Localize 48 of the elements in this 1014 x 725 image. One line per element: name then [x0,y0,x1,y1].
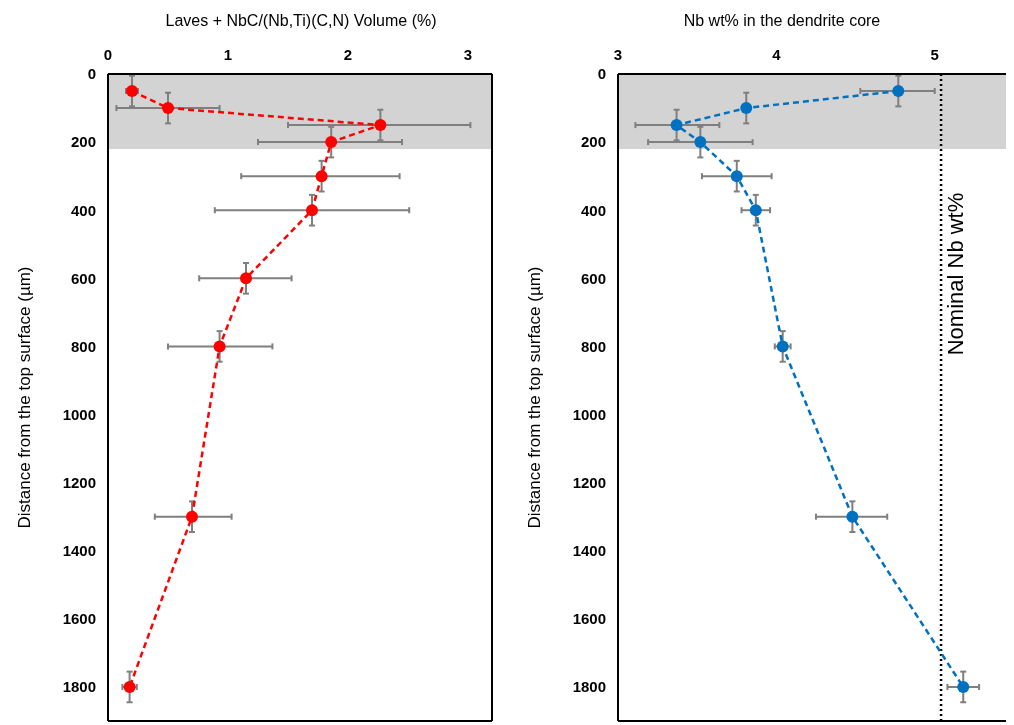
point [374,119,387,132]
point [240,272,252,285]
point [186,510,198,523]
ref-line-label: Nominal Nb wt% [943,192,969,356]
point [325,136,338,149]
x-axis-title: Laves + NbC/(Nb,Ti)(C,N) Volume (%) [164,12,438,30]
y-tick-label: 1400 [572,542,606,560]
point [846,510,859,523]
y-tick-label: 1200 [572,473,606,491]
point [892,85,905,98]
y-tick-label: 1800 [572,678,606,696]
y-tick-label: 600 [70,269,96,287]
x-axis-title: Nb wt% in the dendrite core [682,12,882,30]
point [162,102,174,115]
y-tick-label: 0 [597,65,606,83]
y-tick-label: 400 [580,201,606,219]
y-tick-label: 200 [70,133,96,151]
y-tick-label: 800 [580,337,606,355]
x-tick-label: 1 [223,46,233,63]
point [213,340,226,353]
y-tick-label: 1400 [62,542,96,560]
y-tick-label: 1200 [62,473,96,491]
y-tick-label: 200 [580,133,606,151]
y-tick-label: 1600 [572,610,606,628]
y-tick-label: 1800 [62,678,96,696]
y-axis-title: Distance from the top surface (µm) [525,266,545,529]
y-tick-label: 1000 [572,405,606,423]
x-tick-label: 2 [343,46,353,63]
point [749,204,762,217]
x-tick-label: 5 [930,46,939,63]
point [730,170,743,183]
y-tick-label: 0 [87,65,96,83]
point [306,204,318,217]
point [740,102,753,115]
x-tick-label: 0 [103,46,113,63]
y-axis-title: Distance from the top surface (µm) [15,266,35,529]
point [315,170,328,183]
x-tick-label: 3 [613,46,623,63]
y-tick-label: 1000 [62,405,96,423]
point [957,680,970,693]
y-tick-label: 800 [70,337,96,355]
point [694,136,707,149]
x-tick-label: 3 [463,46,473,63]
y-tick-label: 600 [580,269,606,287]
x-tick-label: 4 [772,46,782,63]
point [670,119,683,132]
y-tick-label: 400 [70,201,96,219]
y-tick-label: 1600 [62,610,96,628]
